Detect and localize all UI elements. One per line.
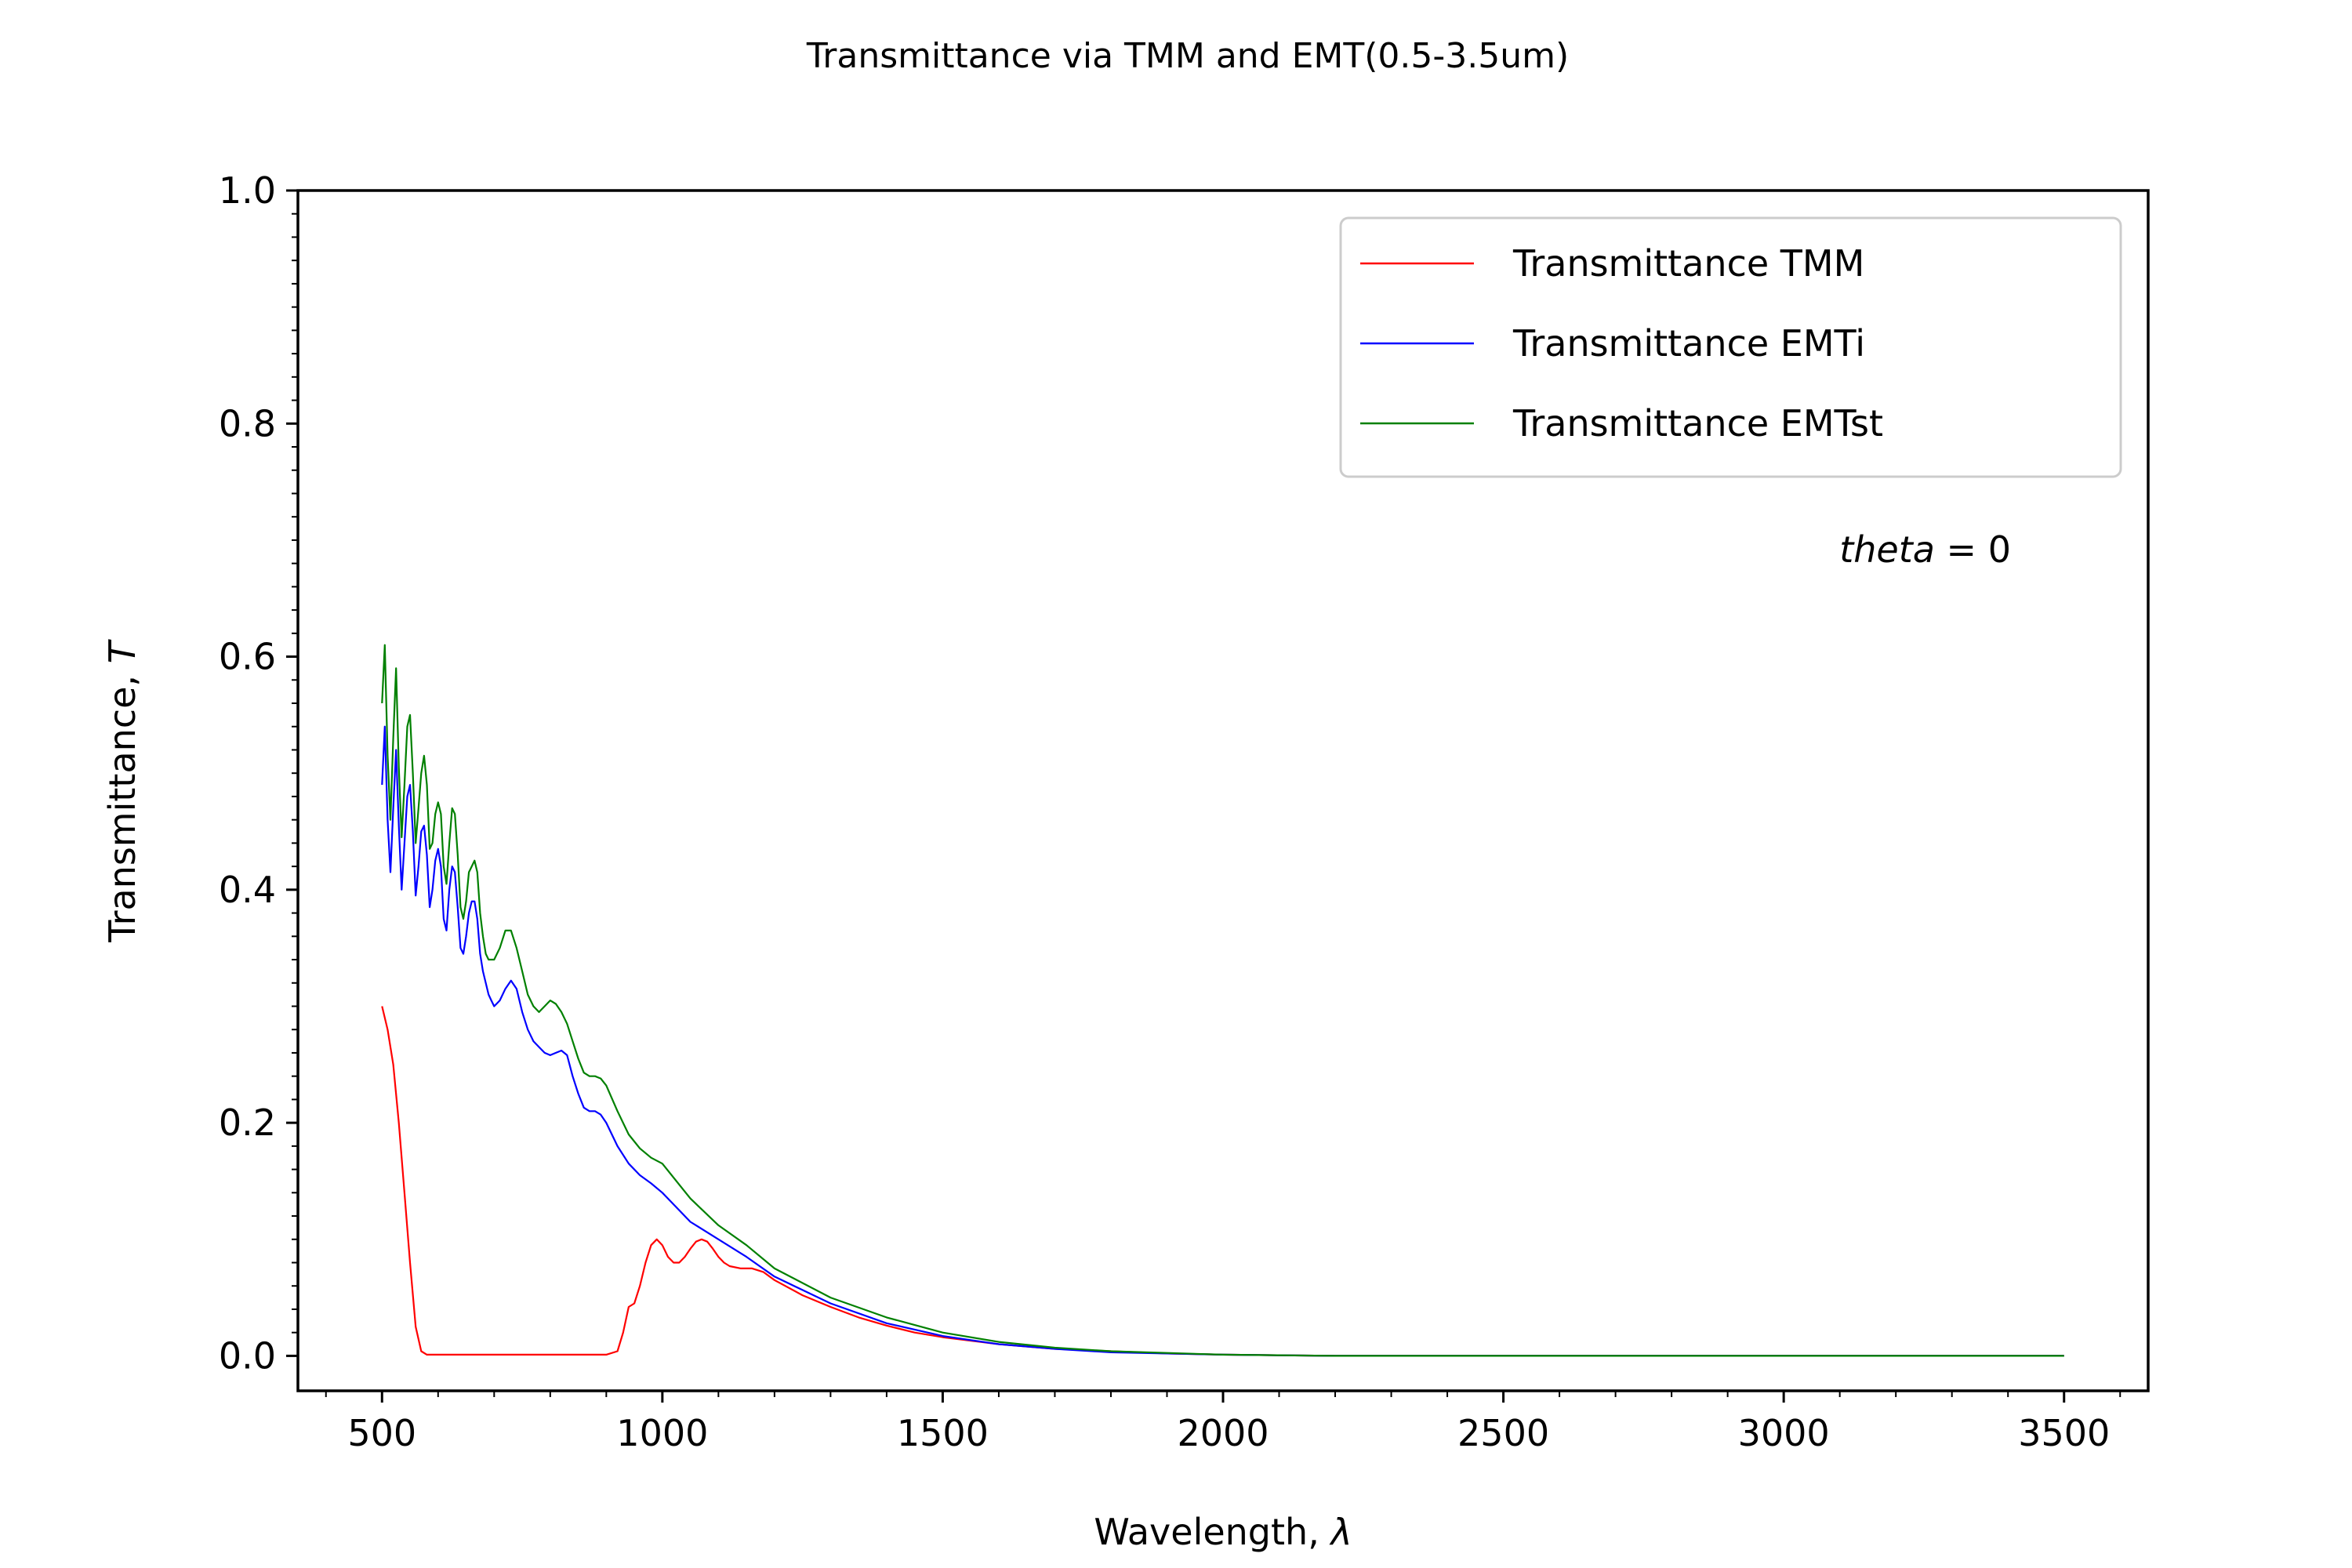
x-tick-label: 500	[347, 1412, 416, 1454]
series-line-1	[381, 1006, 2064, 1357]
series-lines	[381, 644, 2064, 1357]
x-axis: 500 1000 1500 2000 2500 3000 3500	[325, 1391, 2122, 1454]
x-tick-label: 3000	[1738, 1412, 1830, 1454]
x-tick-label: 1000	[616, 1412, 708, 1454]
y-axis: 0.0 0.2 0.4 0.6 0.8 1.0	[219, 169, 298, 1377]
legend-box	[1339, 216, 2122, 478]
legend-label-3: Transmittance EMTst	[1512, 402, 1883, 445]
x-tick-label: 2000	[1177, 1412, 1269, 1454]
theta-annotation: theta = 0	[1839, 528, 2011, 571]
x-tick-label: 2500	[1457, 1412, 1549, 1454]
legend: Transmittance TMM Transmittance EMTi Trans…	[1339, 216, 2122, 478]
y-tick-label: 0.8	[219, 402, 276, 445]
y-tick-label: 0.2	[219, 1102, 276, 1144]
x-axis-label: Wavelength, λ	[1094, 1511, 1352, 1553]
y-tick-label: 1.0	[219, 169, 276, 212]
legend-label-1: Transmittance TMM	[1512, 242, 1864, 285]
x-tick-label: 1500	[897, 1412, 989, 1454]
y-axis-label: Transmittance, T	[101, 638, 143, 942]
y-tick-label: 0.6	[219, 636, 276, 678]
series-line-3	[381, 644, 2064, 1357]
chart-title: Transmittance via TMM and EMT(0.5-3.5um)	[806, 36, 1569, 76]
series-line-2	[381, 725, 2064, 1357]
y-tick-label: 0.0	[219, 1334, 276, 1377]
y-tick-label: 0.4	[219, 869, 276, 911]
x-tick-label: 3500	[2018, 1412, 2110, 1454]
legend-label-2: Transmittance EMTi	[1512, 322, 1865, 365]
